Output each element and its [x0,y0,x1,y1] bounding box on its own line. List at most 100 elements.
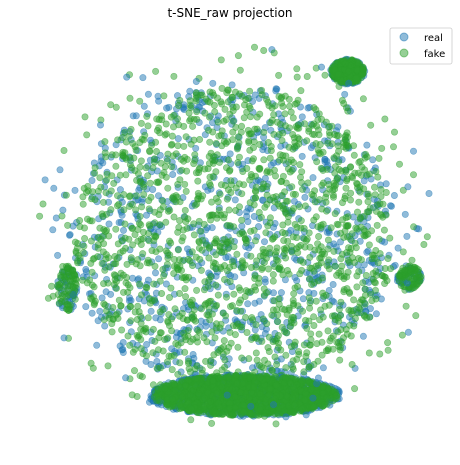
scatter-point-fake [122,171,130,179]
scatter-point-fake [373,201,381,209]
scatter-point-fake [315,149,323,157]
scatter-point-fake [252,263,260,271]
scatter-point-fake [256,390,264,398]
scatter-point-fake [222,116,230,124]
scatter-point-fake [80,242,88,250]
scatter-point-fake [103,226,111,234]
scatter-point-fake [238,229,246,237]
scatter-point-fake [223,267,231,275]
scatter-point-fake [291,220,299,228]
scatter-point-fake [88,268,96,276]
scatter-point-fake [293,234,301,242]
scatter-point-fake [359,279,367,287]
scatter-point-fake [114,136,122,144]
scatter-point-fake [153,115,161,123]
scatter-point-real [152,269,160,277]
scatter-point-fake [149,164,157,172]
scatter-point-fake [325,301,333,309]
scatter-point-fake [274,344,282,352]
scatter-point-fake [356,188,364,196]
scatter-point-real [54,251,62,259]
scatter-point-fake [238,122,246,130]
scatter-point-fake [164,184,172,192]
scatter-point-fake [401,266,409,274]
scatter-point-real [116,342,124,350]
scatter-point-fake [64,300,72,308]
scatter-point-fake [314,357,322,365]
scatter-point-real [88,309,96,317]
scatter-point-real [105,220,113,228]
scatter-point-fake [296,173,304,181]
scatter-point-fake [174,370,182,378]
scatter-point-fake [147,193,155,201]
scatter-point-real [156,316,164,324]
scatter-point-fake [224,86,232,94]
scatter-point-real [299,295,307,303]
scatter-point-fake [58,292,66,300]
scatter-point-fake [144,172,152,180]
scatter-point-fake [319,274,327,282]
scatter-point-fake [114,192,122,200]
scatter-point-fake [75,252,83,260]
scatter-point-fake [55,299,63,307]
scatter-point-fake [206,243,214,251]
scatter-point-fake [149,325,157,333]
scatter-point-fake [338,250,346,258]
scatter-point-fake [184,326,192,334]
scatter-point-fake [168,395,176,403]
scatter-point-fake [276,120,284,128]
scatter-point-real [71,186,79,194]
scatter-point-fake [310,403,318,411]
scatter-point-fake [334,70,342,78]
scatter-point-fake [302,389,310,397]
scatter-point-fake [193,108,201,116]
scatter-point-real [244,218,252,226]
scatter-point-real [88,177,96,185]
scatter-point-fake [214,399,222,407]
scatter-point-fake [119,148,127,156]
scatter-point-fake [334,175,342,183]
scatter-point-fake [258,185,266,193]
scatter-point-fake [209,377,217,385]
scatter-point-fake [176,359,184,367]
scatter-point-fake [281,110,289,118]
scatter-point-fake [107,187,115,195]
scatter-point-fake [126,154,134,162]
scatter-point-fake [143,352,151,360]
scatter-point-real [238,222,246,230]
scatter-point-fake [307,330,315,338]
scatter-point-fake [256,165,264,173]
scatter-point-fake [170,196,178,204]
scatter-point-fake [136,163,144,171]
scatter-point-fake [282,364,290,372]
scatter-point-fake [103,176,111,184]
scatter-point-fake [238,354,246,362]
scatter-point-fake [181,348,189,356]
scatter-point-fake [310,313,318,321]
scatter-point-fake [64,264,72,272]
scatter-point-fake [191,156,199,164]
scatter-point-fake [268,367,276,375]
scatter-point-fake [260,128,268,136]
scatter-point-fake [306,341,314,349]
scatter-point-fake [206,297,214,305]
scatter-point-fake [278,137,286,145]
scatter-point-fake [146,179,154,187]
scatter-point-real [115,219,123,227]
scatter-point-fake [282,392,290,400]
scatter-point-fake [363,153,371,161]
scatter-point-fake [334,314,342,322]
scatter-point-fake [207,211,215,219]
scatter-point-real [363,141,371,149]
scatter-point-fake [186,368,194,376]
scatter-point-fake [164,150,172,158]
scatter-point-fake [186,97,194,105]
scatter-point-fake [212,281,220,289]
scatter-point-fake [124,332,132,340]
scatter-point-fake [352,224,360,232]
scatter-point-fake [221,275,229,283]
scatter-point-fake [100,198,108,206]
scatter-point-fake [323,394,331,402]
scatter-point-fake [252,194,260,202]
scatter-point-real [149,186,157,194]
